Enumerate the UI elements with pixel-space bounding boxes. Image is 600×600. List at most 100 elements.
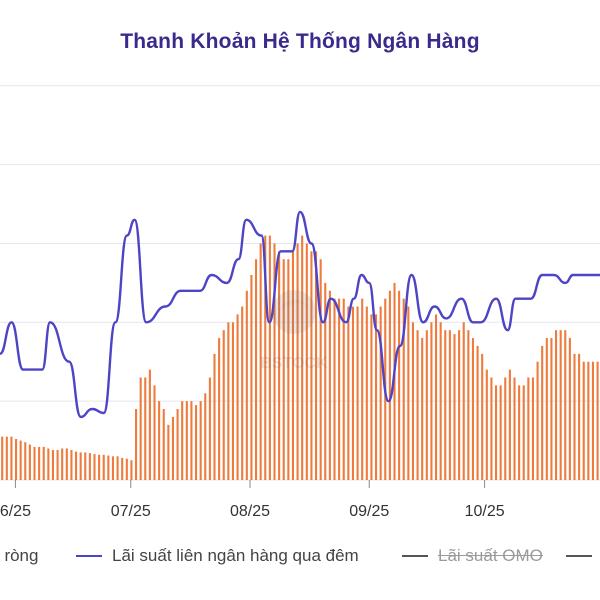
bar-91 — [421, 338, 424, 480]
bar-104 — [481, 353, 484, 480]
bar-0 — [1, 436, 4, 480]
bar-44 — [204, 393, 207, 480]
bar-1 — [5, 436, 8, 480]
bar-46 — [213, 353, 216, 480]
x-axis-ticks: 6/25 07/25 08/25 09/25 10/25 — [0, 480, 505, 520]
bar-8 — [38, 446, 41, 480]
bar-68 — [315, 251, 318, 480]
bar-102 — [471, 338, 474, 480]
x-tick-label-0: 6/25 — [0, 503, 31, 520]
x-tick-label-3: 09/25 — [349, 503, 389, 520]
bar-13 — [61, 448, 64, 480]
bar-series — [1, 235, 599, 480]
bar-120 — [555, 330, 558, 480]
bar-5 — [24, 442, 27, 480]
bar-118 — [545, 338, 548, 480]
bar-71 — [328, 290, 331, 480]
bar-110 — [508, 369, 511, 480]
bar-79 — [365, 306, 368, 480]
bar-17 — [79, 452, 82, 480]
bar-40 — [185, 401, 188, 480]
bar-23 — [107, 455, 110, 480]
bar-12 — [56, 450, 59, 480]
legend-item-interbank[interactable]: Lãi suất liên ngân hàng qua đêm — [76, 546, 359, 566]
bar-105 — [485, 369, 488, 480]
bar-112 — [518, 385, 521, 480]
bar-24 — [111, 456, 114, 480]
bar-3 — [15, 439, 18, 480]
bar-97 — [448, 330, 451, 480]
legend-item-omo[interactable]: Lãi suất OMO — [402, 546, 543, 566]
bar-72 — [333, 298, 336, 480]
bar-48 — [222, 330, 225, 480]
bar-77 — [356, 306, 359, 480]
bar-96 — [444, 330, 447, 480]
bar-7 — [33, 446, 36, 480]
x-tick-label-2: 08/25 — [230, 503, 270, 520]
bar-39 — [181, 401, 184, 480]
bar-114 — [527, 377, 530, 480]
bar-56 — [259, 243, 262, 480]
bar-19 — [88, 453, 91, 480]
bar-122 — [564, 330, 567, 480]
bar-54 — [250, 275, 253, 480]
bar-2 — [10, 436, 13, 480]
bar-64 — [296, 243, 299, 480]
bar-20 — [93, 453, 96, 480]
legend-item-bars[interactable]: t ròng — [0, 546, 38, 566]
bar-90 — [416, 330, 419, 480]
bar-113 — [522, 385, 525, 480]
bar-81 — [375, 314, 378, 480]
bar-21 — [98, 454, 101, 480]
bar-52 — [241, 306, 244, 480]
bar-27 — [125, 458, 128, 480]
bar-32 — [148, 369, 151, 480]
bar-30 — [139, 377, 142, 480]
bar-100 — [462, 322, 465, 480]
watermark-logo: BSTOCK — [260, 290, 328, 372]
bar-107 — [495, 385, 498, 480]
chart-legend: t ròng Lãi suất liên ngân hàng qua đêm L… — [0, 546, 600, 572]
bar-87 — [402, 298, 405, 480]
bar-11 — [51, 450, 54, 480]
chart-title: Thanh Khoản Hệ Thống Ngân Hàng — [120, 30, 480, 53]
bar-128 — [591, 361, 594, 480]
bar-116 — [536, 361, 539, 480]
bar-22 — [102, 454, 105, 480]
bar-123 — [568, 338, 571, 480]
bar-47 — [218, 338, 221, 480]
bar-42 — [195, 405, 198, 480]
bar-53 — [245, 290, 248, 480]
bar-65 — [301, 235, 304, 480]
bar-62 — [287, 259, 290, 480]
bar-80 — [370, 314, 373, 480]
bar-31 — [144, 377, 147, 480]
bar-125 — [578, 353, 581, 480]
bar-89 — [411, 322, 414, 480]
bar-78 — [361, 298, 364, 480]
bar-74 — [342, 298, 345, 480]
bar-126 — [582, 361, 585, 480]
bar-6 — [28, 444, 31, 480]
bar-51 — [236, 314, 239, 480]
bar-59 — [273, 243, 276, 480]
watermark-text: BSTOCK — [260, 355, 328, 372]
bar-18 — [84, 452, 87, 480]
bar-10 — [47, 448, 50, 480]
bar-75 — [347, 306, 350, 480]
legend-swatch-extra — [566, 555, 592, 557]
bar-73 — [338, 298, 341, 480]
bar-28 — [130, 460, 133, 480]
bar-35 — [162, 409, 165, 480]
bar-109 — [504, 377, 507, 480]
bar-29 — [135, 409, 138, 480]
x-tick-label-4: 10/25 — [465, 503, 505, 520]
bar-34 — [158, 401, 161, 480]
bar-101 — [467, 330, 470, 480]
legend-label-bars: t ròng — [0, 546, 39, 565]
legend-item-extra[interactable]: L — [566, 546, 600, 566]
bar-60 — [278, 251, 281, 480]
bar-4 — [19, 440, 22, 480]
bar-88 — [407, 306, 410, 480]
